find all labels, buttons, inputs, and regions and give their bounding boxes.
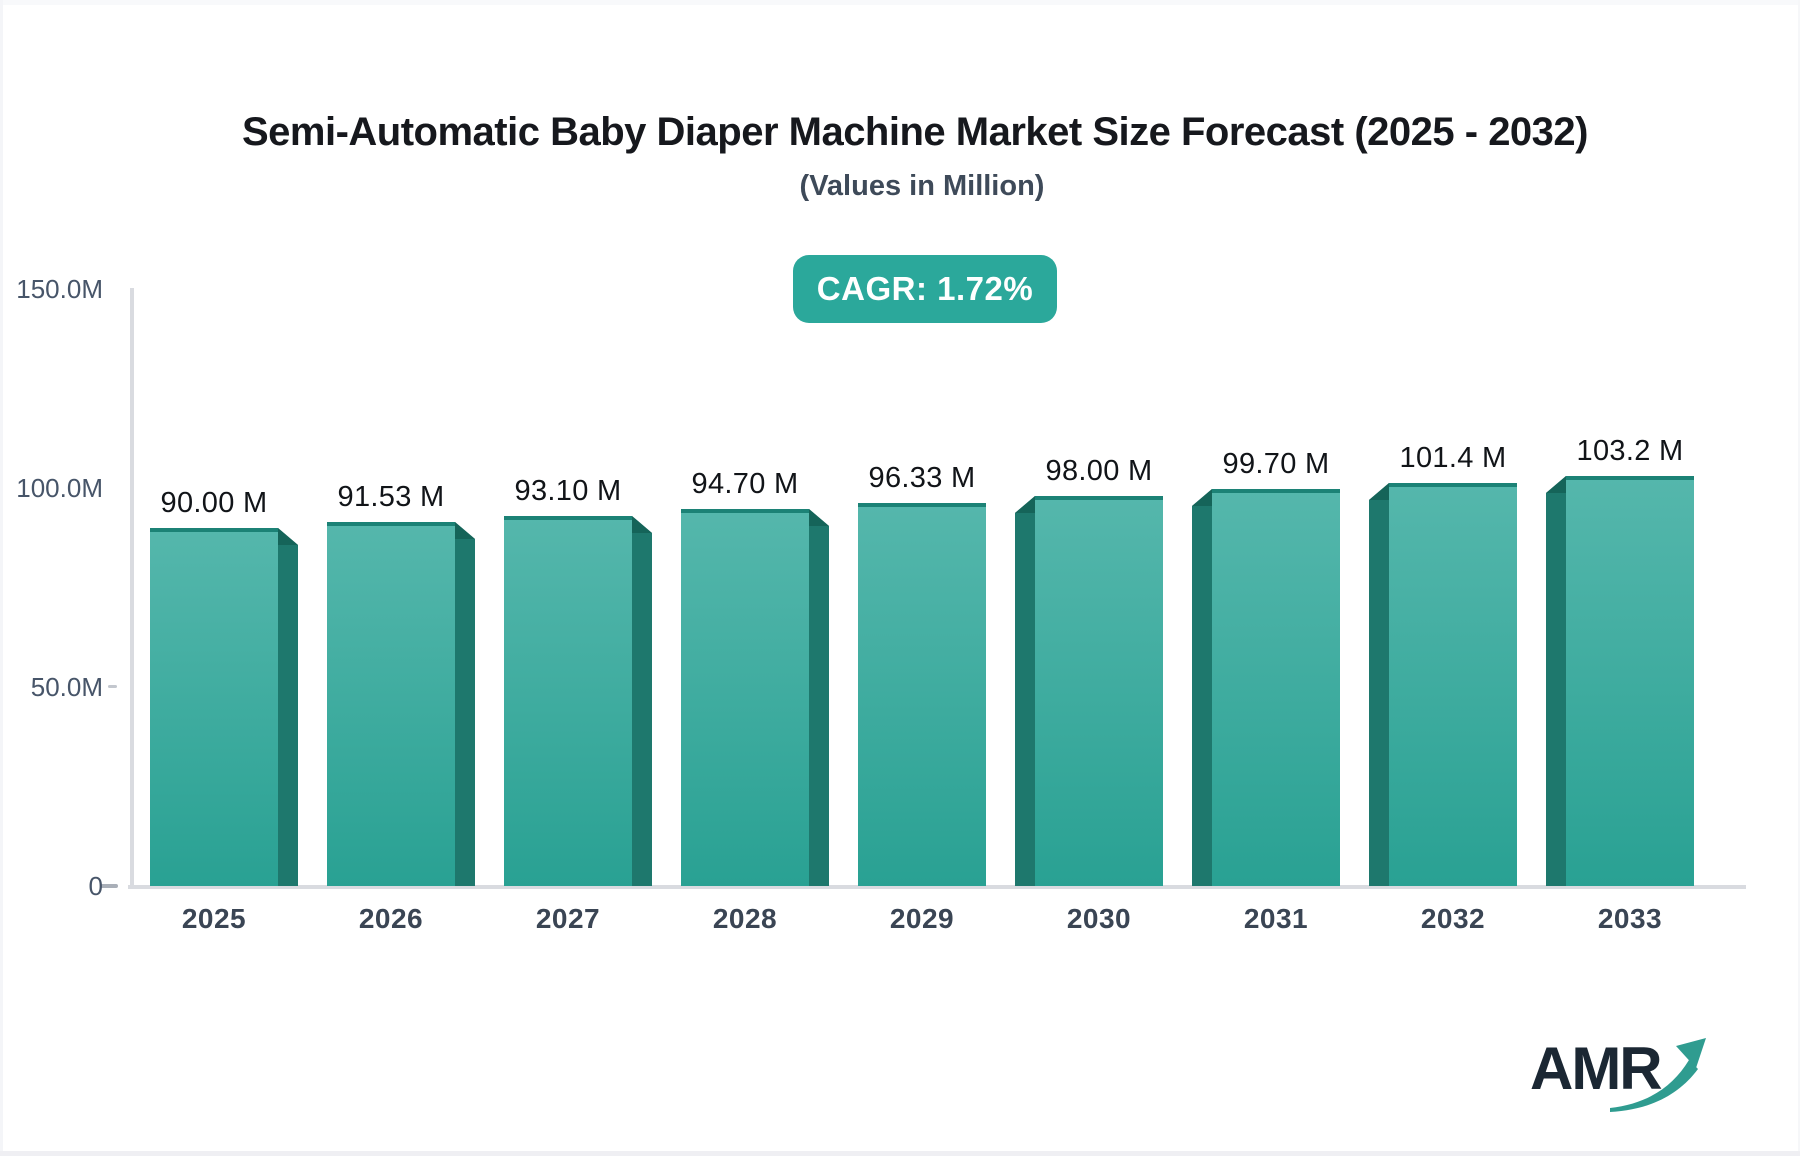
- bar-top-edge: [858, 503, 986, 507]
- category-label-2027: 2027: [535, 903, 601, 934]
- bar-2025[interactable]: [150, 528, 298, 886]
- bar-2031[interactable]: [1192, 489, 1340, 886]
- bar-top-edge: [1389, 483, 1517, 487]
- growth-arrow-icon: [1610, 1038, 1706, 1112]
- value-label-2026: 91.53 M: [337, 481, 445, 513]
- bar-top-edge: [1212, 489, 1340, 493]
- category-label-2031: 2031: [1243, 903, 1309, 934]
- bar-side: [1015, 496, 1035, 886]
- y-axis-line: [130, 288, 134, 888]
- bar-bevel: [1192, 489, 1212, 506]
- page-edge-top: [0, 0, 1800, 5]
- category-label-2030: 2030: [1066, 903, 1132, 934]
- bar-2032[interactable]: [1369, 483, 1517, 886]
- value-label-2033: 103.2 M: [1576, 435, 1684, 467]
- bar-face: [1212, 489, 1340, 886]
- category-label-2026: 2026: [358, 903, 424, 934]
- bar-face: [858, 503, 986, 886]
- page-edge-right: [1798, 0, 1800, 1156]
- amr-logo-text: AMR: [1530, 1035, 1663, 1102]
- bar-2030[interactable]: [1015, 496, 1163, 886]
- bar-top-edge: [150, 528, 278, 532]
- value-label-2030: 98.00 M: [1045, 455, 1153, 487]
- bar-face: [504, 516, 632, 886]
- y-axis-label-100: 100.0M: [16, 473, 103, 503]
- bar-2028[interactable]: [681, 509, 829, 886]
- chart-title: Semi-Automatic Baby Diaper Machine Marke…: [241, 110, 1589, 154]
- category-label-2025: 2025: [181, 903, 247, 934]
- value-label-2025: 90.00 M: [160, 487, 268, 519]
- bar-bevel: [809, 509, 829, 526]
- bar-face: [1389, 483, 1517, 886]
- bar-bevel: [1015, 496, 1035, 513]
- y-axis-label-50: 50.0M: [30, 672, 103, 702]
- bar-face: [1566, 476, 1694, 886]
- bar-bevel: [455, 522, 475, 539]
- bar-top-edge: [327, 522, 455, 526]
- bar-2029[interactable]: [858, 503, 986, 886]
- category-label-2029: 2029: [889, 903, 955, 934]
- bar-side: [455, 522, 475, 886]
- category-label-2032: 2032: [1420, 903, 1486, 934]
- bar-bevel: [1369, 483, 1389, 500]
- page-edge-left: [0, 0, 3, 1156]
- cagr-badge: CAGR: 1.72%: [793, 255, 1057, 323]
- bar-bevel: [632, 516, 652, 533]
- bar-bevel: [278, 528, 298, 545]
- chart-subtitle: (Values in Million): [799, 170, 1045, 202]
- bar-top-edge: [1566, 476, 1694, 480]
- y-axis-label-150: 150.0M: [16, 274, 103, 304]
- page-edge-bottom: [0, 1151, 1800, 1156]
- bar-face: [681, 509, 809, 886]
- bar-face: [1035, 496, 1163, 886]
- amr-logo: AMR: [1530, 1030, 1720, 1120]
- x-axis-line: [128, 885, 1746, 889]
- value-label-2028: 94.70 M: [691, 468, 799, 500]
- bar-top-edge: [681, 509, 809, 513]
- category-label-2033: 2033: [1597, 903, 1663, 934]
- bar-side: [1192, 489, 1212, 886]
- bar-side: [1546, 476, 1566, 886]
- bar-side: [1369, 483, 1389, 886]
- y-tick-mark-50: [108, 685, 117, 688]
- bar-face: [327, 522, 455, 886]
- value-label-2032: 101.4 M: [1399, 442, 1507, 474]
- category-label-2028: 2028: [712, 903, 778, 934]
- bar-side: [809, 509, 829, 886]
- bar-top-edge: [504, 516, 632, 520]
- bar-2026[interactable]: [327, 522, 475, 886]
- bar-face: [150, 528, 278, 886]
- value-label-2027: 93.10 M: [514, 475, 622, 507]
- bar-2027[interactable]: [504, 516, 652, 886]
- y-tick-mark-0: [100, 884, 118, 888]
- bar-side: [278, 528, 298, 886]
- value-label-2031: 99.70 M: [1222, 448, 1330, 480]
- bar-top-edge: [1035, 496, 1163, 500]
- value-label-2029: 96.33 M: [868, 462, 976, 494]
- bar-2033[interactable]: [1546, 476, 1694, 886]
- y-axis-label-0: 0: [88, 871, 103, 901]
- bar-side: [632, 516, 652, 886]
- bar-bevel: [1546, 476, 1566, 493]
